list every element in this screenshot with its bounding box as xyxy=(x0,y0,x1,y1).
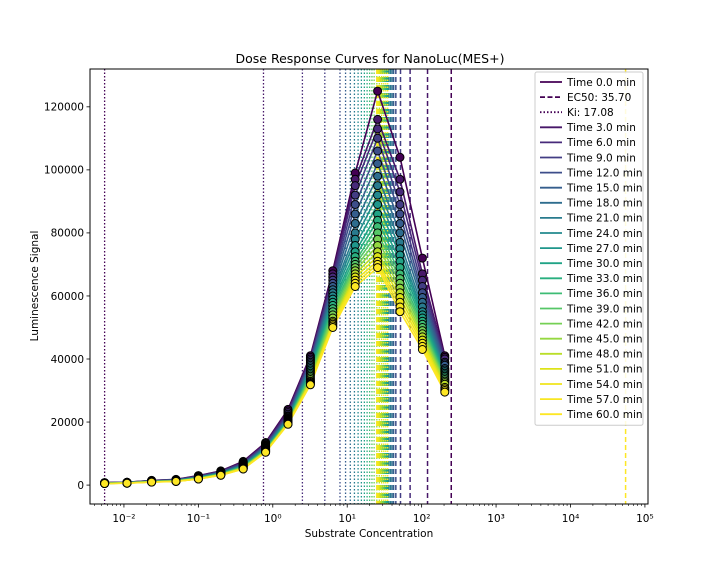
data-point xyxy=(395,200,405,209)
data-point xyxy=(395,219,405,228)
legend-label: Time 21.0 min xyxy=(566,213,643,225)
legend-label: Time 12.0 min xyxy=(566,167,643,179)
data-point xyxy=(100,479,110,488)
legend-label: Time 18.0 min xyxy=(566,198,643,210)
data-point xyxy=(373,133,383,143)
legend: Time 0.0 min EC50: 35.70 Ki: 17.08 Time 3.0… xyxy=(534,71,644,426)
data-point xyxy=(395,307,405,317)
legend-label: Time 36.0 min xyxy=(566,288,643,300)
legend-label: Time 51.0 min xyxy=(566,364,643,376)
data-point xyxy=(147,477,157,487)
plot-frame xyxy=(89,68,649,505)
legend-label: Time 39.0 min xyxy=(566,303,643,315)
data-point xyxy=(395,209,405,219)
data-point xyxy=(395,187,405,197)
data-point xyxy=(305,380,315,390)
legend-label: Time 57.0 min xyxy=(566,394,643,406)
legend-label: Time 15.0 min xyxy=(566,183,643,195)
legend-label: Time 6.0 min xyxy=(566,137,636,149)
x-axis: 10⁻² 10⁻¹ 10⁰ 10¹ 10² 10³ 10⁴ 10⁵ xyxy=(94,504,654,525)
legend-label: Time 30.0 min xyxy=(566,258,643,270)
y-axis-label: Luminescence Signal xyxy=(29,231,41,342)
legend-label: Time 0.0 min xyxy=(566,77,636,89)
legend-label: Time 45.0 min xyxy=(566,334,643,346)
data-point xyxy=(417,345,427,354)
data-point xyxy=(283,419,293,429)
fit-curves xyxy=(104,88,446,485)
x-tick-label: 10² xyxy=(413,513,431,525)
data-point xyxy=(350,190,360,200)
data-point xyxy=(395,174,405,184)
data-point xyxy=(171,476,181,486)
data-point xyxy=(216,470,226,480)
x-tick-label: 10⁻¹ xyxy=(187,513,210,525)
legend-label: Time 24.0 min xyxy=(566,228,643,240)
data-point xyxy=(417,253,427,263)
chart-title: Dose Response Curves for NanoLuc(MES+) xyxy=(236,51,505,66)
data-point xyxy=(373,114,383,124)
data-point xyxy=(373,159,383,169)
data-point xyxy=(373,190,383,200)
y-axis: 0 20000 40000 60000 80000 100000 120000 xyxy=(44,102,90,492)
data-point xyxy=(373,263,383,273)
data-point xyxy=(373,200,383,209)
y-tick-label: 120000 xyxy=(44,102,84,114)
data-point xyxy=(373,86,383,96)
data-point xyxy=(373,171,383,181)
legend-label: Time 48.0 min xyxy=(566,349,643,361)
data-point xyxy=(328,323,338,332)
data-point xyxy=(350,219,360,228)
legend-label: Time 9.0 min xyxy=(566,152,636,164)
data-point xyxy=(373,181,383,191)
y-tick-label: 100000 xyxy=(44,165,84,177)
x-tick-label: 10⁴ xyxy=(562,513,580,525)
data-points xyxy=(100,86,450,488)
x-tick-label: 10³ xyxy=(487,513,505,525)
y-tick-label: 20000 xyxy=(51,417,84,429)
data-point xyxy=(350,209,360,219)
data-point xyxy=(440,387,450,397)
legend-label: Time 54.0 min xyxy=(566,379,643,391)
data-point xyxy=(395,152,405,162)
y-tick-label: 80000 xyxy=(51,228,84,240)
y-tick-label: 0 xyxy=(77,480,84,492)
data-point xyxy=(122,478,132,488)
data-point xyxy=(350,282,360,291)
legend-label: Ki: 17.08 xyxy=(567,107,614,119)
y-tick-label: 60000 xyxy=(51,291,84,303)
y-tick-label: 40000 xyxy=(51,354,84,366)
x-tick-label: 10⁰ xyxy=(264,513,282,525)
data-point xyxy=(350,200,360,209)
x-tick-label: 10⁵ xyxy=(636,513,654,525)
data-point xyxy=(373,124,383,134)
x-axis-label: Substrate Concentration xyxy=(305,528,434,540)
legend-label: EC50: 35.70 xyxy=(567,92,631,104)
legend-box xyxy=(534,71,644,426)
x-tick-label: 10⁻² xyxy=(112,513,135,525)
x-tick-label: 10¹ xyxy=(338,513,356,525)
data-point xyxy=(395,228,405,238)
legend-label: Time 33.0 min xyxy=(566,273,643,285)
legend-label: Time 27.0 min xyxy=(566,243,643,255)
series-line xyxy=(104,266,446,485)
data-point xyxy=(373,146,383,156)
legend-label: Time 60.0 min xyxy=(566,409,643,421)
data-point xyxy=(193,474,203,484)
legend-label: Time 42.0 min xyxy=(566,318,643,330)
legend-label: Time 3.0 min xyxy=(566,122,636,134)
data-point xyxy=(350,181,360,191)
data-point xyxy=(238,464,248,474)
data-point xyxy=(261,447,271,457)
